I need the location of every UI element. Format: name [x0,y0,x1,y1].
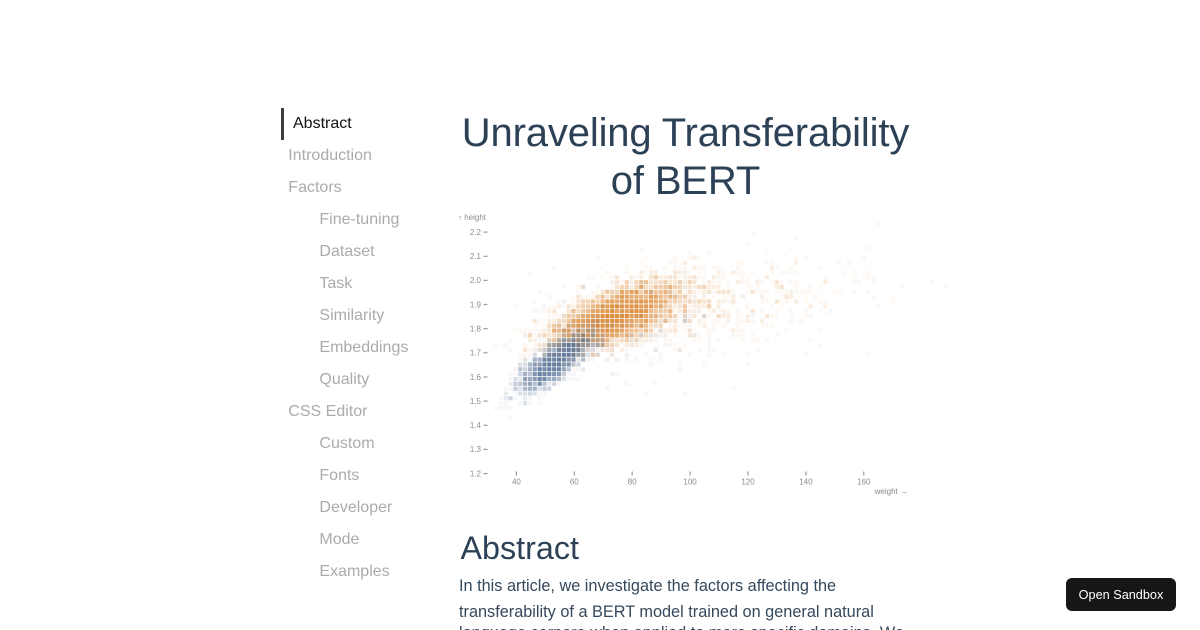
svg-text:100: 100 [683,478,697,487]
svg-text:2.2: 2.2 [470,228,482,237]
svg-text:40: 40 [512,478,521,487]
svg-text:1.4: 1.4 [470,421,482,430]
svg-text:80: 80 [628,478,637,487]
svg-text:1.3: 1.3 [470,445,482,454]
svg-text:1.2: 1.2 [470,469,482,478]
svg-text:1.6: 1.6 [470,373,482,382]
svg-text:1.8: 1.8 [470,325,482,334]
svg-text:↑ height: ↑ height [458,213,487,222]
svg-text:120: 120 [741,478,755,487]
svg-text:1.5: 1.5 [470,397,482,406]
svg-text:2.1: 2.1 [470,252,482,261]
svg-text:1.9: 1.9 [470,300,482,309]
svg-text:2.0: 2.0 [470,276,482,285]
svg-text:160: 160 [857,478,871,487]
svg-text:weight →: weight → [874,487,908,496]
svg-text:60: 60 [570,478,579,487]
svg-text:1.7: 1.7 [470,349,482,358]
svg-text:140: 140 [799,478,813,487]
